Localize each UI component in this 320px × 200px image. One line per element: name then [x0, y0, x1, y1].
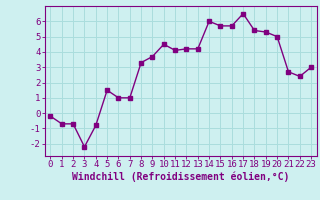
X-axis label: Windchill (Refroidissement éolien,°C): Windchill (Refroidissement éolien,°C) [72, 172, 290, 182]
